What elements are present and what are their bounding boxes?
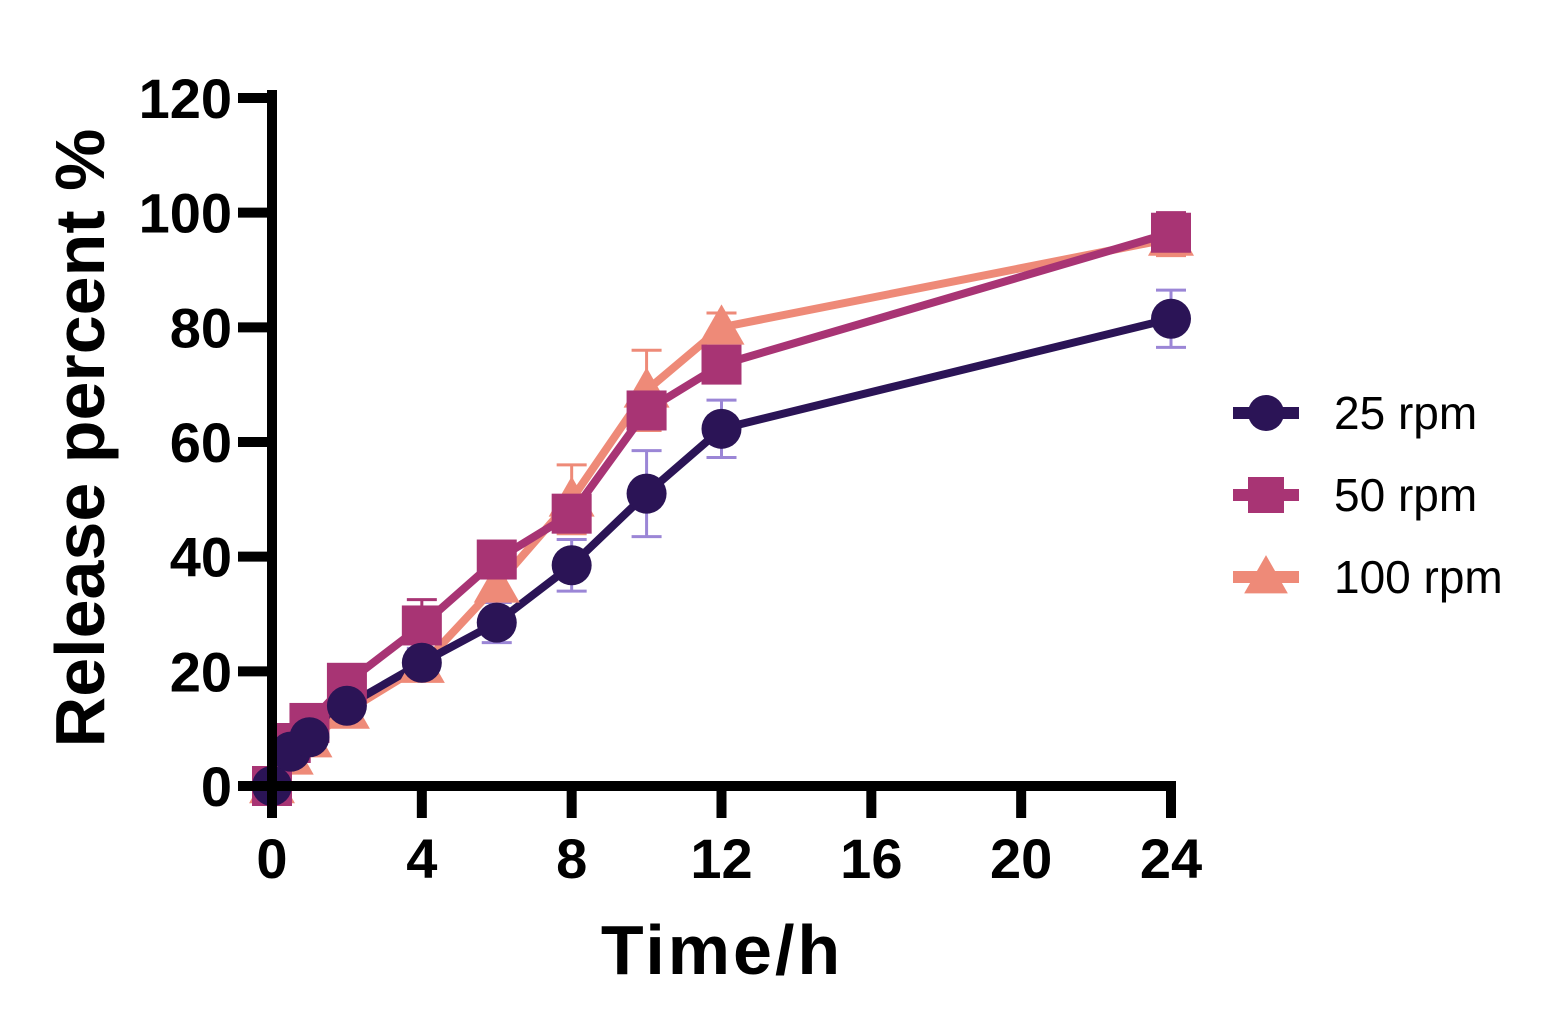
legend-marker [1248,395,1284,431]
x-tick-label: 4 [406,827,437,890]
data-point [698,304,745,345]
data-point [476,539,517,580]
data-point [701,344,742,385]
series-markers [249,212,1194,806]
legend-label: 100 rpm [1334,551,1503,603]
y-tick-label: 60 [170,411,232,474]
data-point [626,473,667,514]
legend-label: 25 rpm [1334,387,1477,439]
data-point [626,390,667,431]
x-ticks: 0 4 8 12 16 20 24 [256,786,1202,890]
data-point [401,605,442,646]
x-axis-title: Time/h [601,911,843,989]
x-tick-label: 24 [1140,827,1202,890]
legend-marker [1244,555,1288,594]
y-axis-title: Release percent % [41,129,119,748]
x-tick-label: 16 [840,827,902,890]
x-tick-label: 8 [556,827,587,890]
data-point [1151,298,1191,339]
data-point [289,717,330,758]
y-tick-label: 100 [139,182,232,245]
y-tick-label: 20 [170,640,232,703]
data-point [551,545,592,586]
data-point [551,493,592,534]
data-point [473,562,520,603]
y-tick-label: 120 [139,67,232,130]
y-ticks: 0 20 40 60 80 100 120 [139,67,272,818]
data-point [476,602,517,643]
x-tick-label: 12 [690,827,752,890]
y-tick-label: 80 [170,296,232,359]
data-point [701,408,742,449]
data-point [1151,212,1191,253]
legend-label: 50 rpm [1334,469,1477,521]
x-tick-label: 0 [256,827,287,890]
x-tick-label: 20 [990,827,1052,890]
legend: 25 rpm 50 rpm 100 rpm [1233,387,1503,603]
y-tick-label: 0 [201,755,232,818]
legend-marker [1248,477,1284,513]
data-point [401,642,442,683]
y-tick-label: 40 [170,526,232,589]
series-line-25-rpm [268,314,1172,788]
data-point [326,685,367,726]
